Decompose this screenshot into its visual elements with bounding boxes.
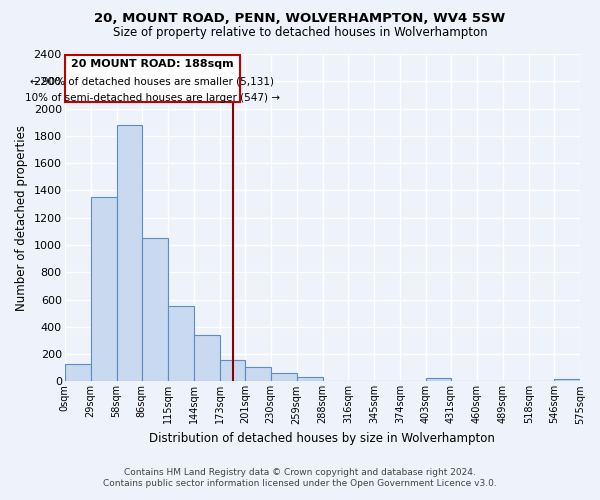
- Bar: [245, 367, 271, 382]
- Bar: [142, 238, 167, 382]
- Bar: [65, 364, 91, 382]
- Bar: [554, 380, 580, 382]
- Text: ← 90% of detached houses are smaller (5,131): ← 90% of detached houses are smaller (5,…: [31, 76, 274, 86]
- Bar: [116, 125, 142, 382]
- FancyBboxPatch shape: [65, 56, 240, 102]
- X-axis label: Distribution of detached houses by size in Wolverhampton: Distribution of detached houses by size …: [149, 432, 495, 445]
- Bar: [91, 197, 116, 382]
- Bar: [194, 335, 220, 382]
- Text: Contains HM Land Registry data © Crown copyright and database right 2024.
Contai: Contains HM Land Registry data © Crown c…: [103, 468, 497, 487]
- Bar: [167, 306, 194, 382]
- Bar: [426, 378, 451, 382]
- Text: 20 MOUNT ROAD: 188sqm: 20 MOUNT ROAD: 188sqm: [71, 60, 234, 70]
- Text: Size of property relative to detached houses in Wolverhampton: Size of property relative to detached ho…: [113, 26, 487, 39]
- Bar: [271, 373, 297, 382]
- Bar: [297, 378, 323, 382]
- Bar: [220, 360, 245, 382]
- Y-axis label: Number of detached properties: Number of detached properties: [15, 124, 28, 310]
- Text: 20, MOUNT ROAD, PENN, WOLVERHAMPTON, WV4 5SW: 20, MOUNT ROAD, PENN, WOLVERHAMPTON, WV4…: [94, 12, 506, 26]
- Text: 10% of semi-detached houses are larger (547) →: 10% of semi-detached houses are larger (…: [25, 93, 280, 103]
